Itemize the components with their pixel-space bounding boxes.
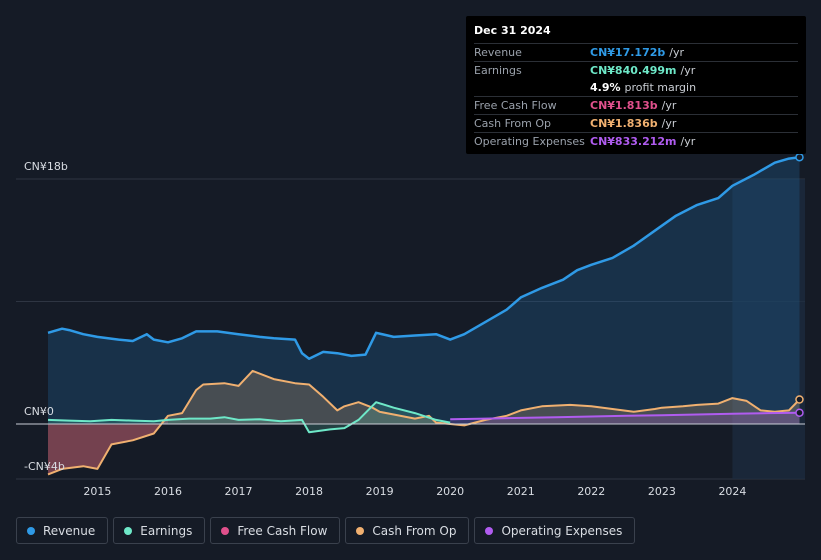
earnings-line xyxy=(47,401,451,434)
tooltip-row-unit: profit margin xyxy=(624,81,697,94)
tooltip-row: Cash From Op CN¥1.836b/yr xyxy=(474,114,798,132)
tooltip-rows: Revenue CN¥17.172b/yr Earnings CN¥840.499m /… xyxy=(474,43,798,150)
tooltip-row-unit: /yr xyxy=(661,99,677,112)
legend-item-free-cash-flow[interactable]: Free Cash Flow xyxy=(210,517,341,544)
legend-item-revenue[interactable]: Revenue xyxy=(16,517,109,544)
x-tick-label: 2020 xyxy=(436,485,464,498)
tooltip-row-value: CN¥833.212m xyxy=(590,135,677,148)
cash-from-op-line xyxy=(47,369,801,476)
series-areas xyxy=(48,157,800,475)
operating-expenses-area xyxy=(450,412,800,424)
tooltip-panel: Dec 31 2024 Revenue CN¥17.172b/yr Earnings… xyxy=(466,16,806,154)
legend-label: Revenue xyxy=(43,523,96,538)
tooltip-row-unit: /yr xyxy=(669,46,685,59)
tooltip-date: Dec 31 2024 xyxy=(474,24,551,37)
cash-from-op-area xyxy=(48,370,800,475)
legend-label: Free Cash Flow xyxy=(237,523,328,538)
operating-expenses-line xyxy=(450,411,800,421)
x-tick-label: 2023 xyxy=(648,485,676,498)
revenue-end-marker xyxy=(795,152,804,162)
legend-item-earnings[interactable]: Earnings xyxy=(113,517,206,544)
x-tick-label: 2024 xyxy=(718,485,746,498)
y-tick-bottom: -CN¥4b xyxy=(24,460,65,473)
gridlines xyxy=(16,178,805,480)
tooltip-row-value: CN¥1.836b xyxy=(590,117,658,130)
legend-dot-icon xyxy=(485,526,494,535)
y-tick-top: CN¥18b xyxy=(24,160,68,173)
free-cash-flow-area xyxy=(48,415,168,475)
revenue-line xyxy=(47,155,800,360)
cash-from-op-end-marker xyxy=(795,395,804,404)
x-tick-label: 2021 xyxy=(507,485,535,498)
x-tick-label: 2022 xyxy=(577,485,605,498)
x-tick-label: 2015 xyxy=(83,485,111,498)
tooltip-row: Revenue CN¥17.172b/yr xyxy=(474,43,798,61)
x-axis-ticks: 2015 2016 2017 2018 2019 2020 2021 2022 2023 2024 xyxy=(83,485,746,498)
tooltip-row-label: Earnings xyxy=(474,64,522,77)
tooltip-row-label: Cash From Op xyxy=(474,117,552,130)
tooltip-row-value: CN¥17.172b xyxy=(590,46,666,59)
tooltip-row-unit: /yr xyxy=(680,135,696,148)
legend-label: Cash From Op xyxy=(372,523,457,538)
legend-dot-icon xyxy=(27,526,35,535)
series-lines xyxy=(16,155,805,476)
x-tick-label: 2019 xyxy=(366,485,394,498)
tooltip-row-unit: /yr xyxy=(661,117,677,130)
legend-item-operating-expenses[interactable]: Operating Expenses xyxy=(474,517,636,544)
end-markers xyxy=(795,152,804,417)
x-tick-label: 2017 xyxy=(225,485,253,498)
tooltip-row-value: CN¥840.499m xyxy=(590,64,677,77)
legend-item-cash-from-op[interactable]: Cash From Op xyxy=(345,517,470,544)
legend-dot-icon xyxy=(124,526,133,535)
revenue-area xyxy=(48,157,800,424)
tooltip-row-unit: /yr xyxy=(680,64,696,77)
tooltip-row: Free Cash Flow CN¥1.813b/yr xyxy=(474,96,798,114)
tooltip-row: 4.9% profit margin xyxy=(474,79,798,96)
legend-dot-icon xyxy=(221,526,230,535)
operating-expenses-end-marker xyxy=(795,408,804,417)
tooltip-row: Operating Expenses CN¥833.212m/yr xyxy=(474,132,798,150)
tooltip-row-label: Operating Expenses xyxy=(474,135,585,148)
tooltip-row: Earnings CN¥840.499m/yr xyxy=(474,61,798,79)
tooltip-row-label: Free Cash Flow xyxy=(474,99,557,112)
legend: Revenue Earnings Free Cash Flow Cash From O… xyxy=(16,517,636,544)
forecast-band xyxy=(732,179,805,479)
tooltip-row-value: CN¥1.813b xyxy=(590,99,658,112)
y-tick-zero: CN¥0 xyxy=(24,405,54,418)
x-tick-label: 2016 xyxy=(154,485,182,498)
tooltip-row-value: 4.9% xyxy=(590,81,621,94)
x-tick-label: 2018 xyxy=(295,485,323,498)
tooltip-row-label: Revenue xyxy=(474,46,522,59)
legend-label: Earnings xyxy=(140,523,193,538)
legend-label: Operating Expenses xyxy=(501,523,623,538)
legend-dot-icon xyxy=(356,526,365,535)
